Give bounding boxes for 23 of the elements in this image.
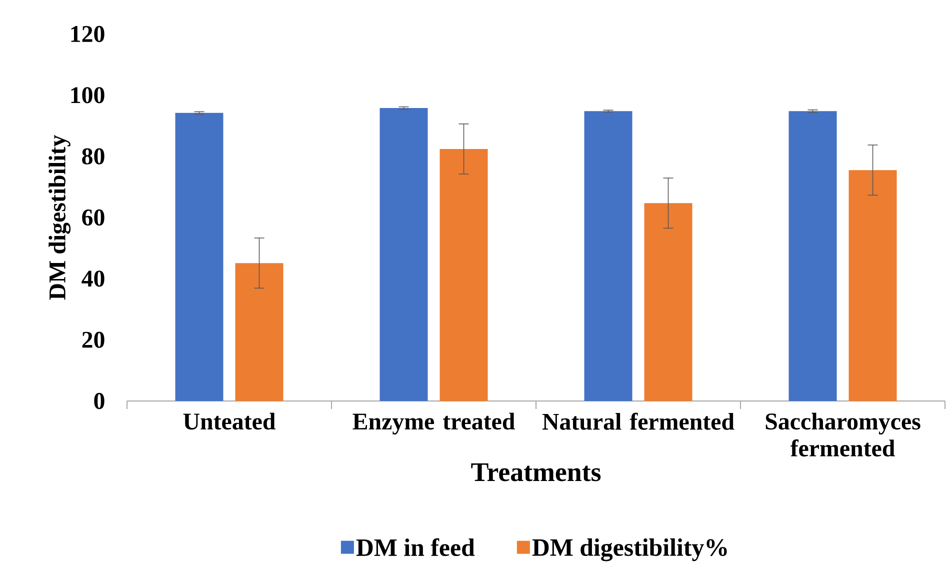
y-tick-label: 120 — [71, 26, 104, 42]
y-tick-label: 60 — [82, 209, 104, 226]
bar — [235, 263, 284, 401]
y-tick-label: 40 — [82, 270, 104, 287]
bar — [175, 112, 224, 401]
bar — [644, 203, 692, 401]
x-tick-label: Unteated — [183, 412, 276, 430]
x-axis-title: Treatments — [471, 463, 601, 482]
y-tick-label: 0 — [94, 392, 104, 410]
y-axis-title: DM digestibility — [48, 135, 71, 300]
legend-label: DM digestibility% — [532, 538, 727, 562]
y-tick-label: 20 — [82, 332, 104, 348]
y-tick-label: 80 — [82, 148, 104, 164]
bar — [584, 111, 632, 401]
legend-label: DM in feed — [356, 538, 475, 556]
bar — [788, 111, 837, 401]
bar — [440, 148, 488, 401]
x-tick-label: Natural fermented — [542, 412, 734, 430]
y-tick-label: 100 — [71, 87, 104, 104]
bar — [848, 170, 897, 401]
x-tick-label: Enzyme treated — [352, 412, 515, 435]
x-tick-label: Saccharomyces fermented — [766, 412, 920, 456]
bar — [380, 108, 428, 401]
